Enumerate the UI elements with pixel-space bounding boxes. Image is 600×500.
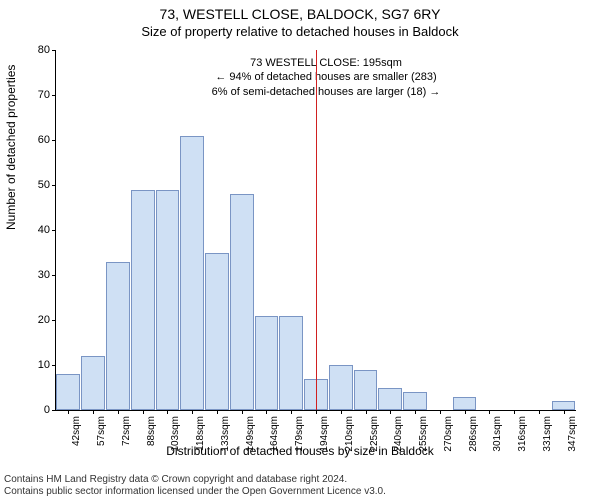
xtick-mark (316, 410, 317, 414)
xtick-mark (93, 410, 94, 414)
histogram-bar (230, 194, 254, 410)
xtick-mark (440, 410, 441, 414)
ytick-label: 40 (38, 224, 50, 236)
histogram-bar (403, 392, 427, 410)
y-axis-label: Number of detached properties (4, 65, 18, 230)
xtick-label: 88sqm (146, 416, 157, 446)
xtick-mark (242, 410, 243, 414)
xtick-mark (192, 410, 193, 414)
histogram-bar (180, 136, 204, 411)
x-axis-label: Distribution of detached houses by size … (0, 444, 600, 458)
xtick-mark (266, 410, 267, 414)
xtick-mark (489, 410, 490, 414)
xtick-label: 57sqm (96, 416, 107, 446)
xtick-mark (118, 410, 119, 414)
xtick-label: 42sqm (71, 416, 82, 446)
title-sub: Size of property relative to detached ho… (0, 22, 600, 39)
histogram-bar (378, 388, 402, 411)
xtick-mark (68, 410, 69, 414)
xtick-mark (415, 410, 416, 414)
ytick-mark (52, 320, 56, 321)
ytick-label: 70 (38, 89, 50, 101)
ytick-mark (52, 365, 56, 366)
histogram-bar (329, 365, 353, 410)
ytick-mark (52, 140, 56, 141)
histogram-bar (131, 190, 155, 411)
ytick-mark (52, 50, 56, 51)
ytick-label: 50 (38, 179, 50, 191)
histogram-bar (354, 370, 378, 411)
histogram-bar (453, 397, 477, 411)
ytick-label: 80 (38, 44, 50, 56)
annotation-line3: 6% of semi-detached houses are larger (1… (186, 85, 466, 99)
histogram-bar (56, 374, 80, 410)
xtick-mark (465, 410, 466, 414)
ytick-label: 0 (44, 404, 50, 416)
ytick-label: 10 (38, 359, 50, 371)
xtick-mark (167, 410, 168, 414)
chart-container: 73, WESTELL CLOSE, BALDOCK, SG7 6RY Size… (0, 0, 600, 500)
reference-line (316, 50, 317, 410)
title-main: 73, WESTELL CLOSE, BALDOCK, SG7 6RY (0, 0, 600, 22)
xtick-label: 72sqm (121, 416, 132, 446)
ytick-mark (52, 185, 56, 186)
ytick-mark (52, 230, 56, 231)
histogram-bar (156, 190, 180, 411)
ytick-mark (52, 95, 56, 96)
footer-line2: Contains public sector information licen… (4, 486, 386, 498)
xtick-mark (390, 410, 391, 414)
histogram-bar (205, 253, 229, 411)
histogram-bar (106, 262, 130, 411)
xtick-mark (514, 410, 515, 414)
plot-area: 73 WESTELL CLOSE: 195sqm ← 94% of detach… (55, 50, 576, 411)
xtick-mark (564, 410, 565, 414)
annotation-line1: 73 WESTELL CLOSE: 195sqm (186, 56, 466, 70)
ytick-mark (52, 410, 56, 411)
xtick-mark (143, 410, 144, 414)
ytick-label: 30 (38, 269, 50, 281)
xtick-mark (341, 410, 342, 414)
annotation-line2: ← 94% of detached houses are smaller (28… (186, 70, 466, 84)
footer-line1: Contains HM Land Registry data © Crown c… (4, 474, 386, 486)
ytick-mark (52, 275, 56, 276)
xtick-mark (291, 410, 292, 414)
histogram-bar (279, 316, 303, 411)
annotation-box: 73 WESTELL CLOSE: 195sqm ← 94% of detach… (186, 56, 466, 99)
histogram-bar (255, 316, 279, 411)
ytick-label: 60 (38, 134, 50, 146)
ytick-label: 20 (38, 314, 50, 326)
footer-attribution: Contains HM Land Registry data © Crown c… (4, 474, 386, 498)
xtick-mark (366, 410, 367, 414)
histogram-bar (552, 401, 576, 410)
xtick-mark (539, 410, 540, 414)
histogram-bar (81, 356, 105, 410)
xtick-mark (217, 410, 218, 414)
